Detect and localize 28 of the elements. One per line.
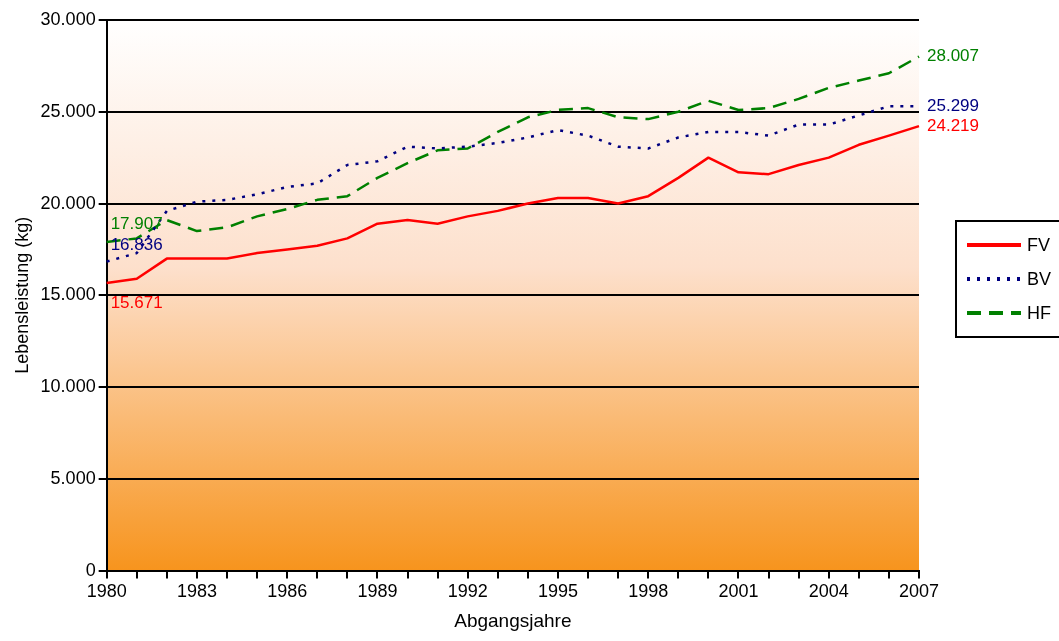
- y-tick-label: 15.000: [40, 284, 96, 305]
- data-label: 24.219: [927, 115, 979, 135]
- legend-label: BV: [1027, 268, 1052, 290]
- x-tick-label: 1986: [267, 581, 308, 602]
- y-axis-title: Lebensleistung (kg): [11, 216, 32, 374]
- x-tick-label: 1983: [176, 581, 217, 602]
- data-label: 16.836: [110, 235, 163, 255]
- y-tick-label: 20.000: [40, 192, 96, 213]
- data-label: 28.007: [927, 46, 979, 66]
- legend-label: FV: [1027, 234, 1051, 256]
- x-axis-title: Abgangsjahre: [454, 609, 572, 631]
- data-label: 25.299: [927, 95, 979, 115]
- x-tick-label: 1989: [357, 581, 398, 602]
- y-tick-label: 5.000: [50, 467, 96, 488]
- y-tick-label: 30.000: [40, 8, 96, 29]
- y-tick-label: 10.000: [40, 376, 96, 397]
- x-tick-label: 2004: [808, 581, 849, 602]
- x-tick-label: 1998: [628, 581, 669, 602]
- x-tick-label: 2001: [718, 581, 759, 602]
- x-tick-label: 1992: [447, 581, 488, 602]
- x-tick-label: 1980: [86, 581, 127, 602]
- legend-label: HF: [1027, 302, 1051, 324]
- y-tick-label: 0: [85, 559, 96, 580]
- data-label: 15.671: [110, 292, 163, 312]
- y-tick-label: 25.000: [40, 100, 96, 121]
- x-tick-label: 2007: [898, 581, 940, 602]
- data-label: 17.907: [110, 213, 163, 233]
- x-tick-label: 1995: [537, 581, 578, 602]
